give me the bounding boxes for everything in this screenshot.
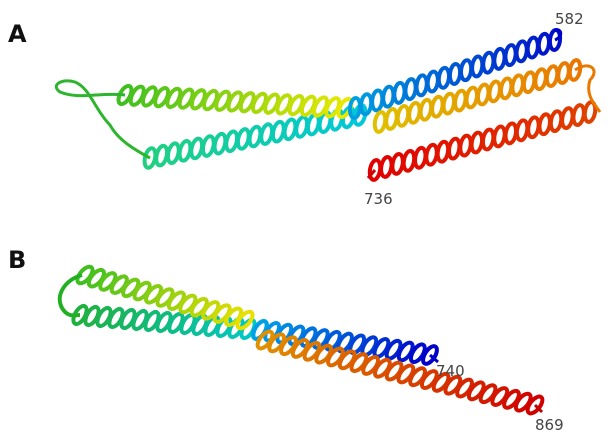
residue-label: 736 xyxy=(364,190,393,208)
residue-label: 869 xyxy=(535,416,564,433)
loop xyxy=(56,81,150,158)
residue-label: 740 xyxy=(436,362,465,380)
ribbons xyxy=(71,30,597,416)
panel-label: A xyxy=(8,20,27,48)
panel-label: B xyxy=(8,246,26,274)
residue-label: 582 xyxy=(555,10,584,28)
figure: A 582 736 B 740 869 xyxy=(0,0,611,433)
